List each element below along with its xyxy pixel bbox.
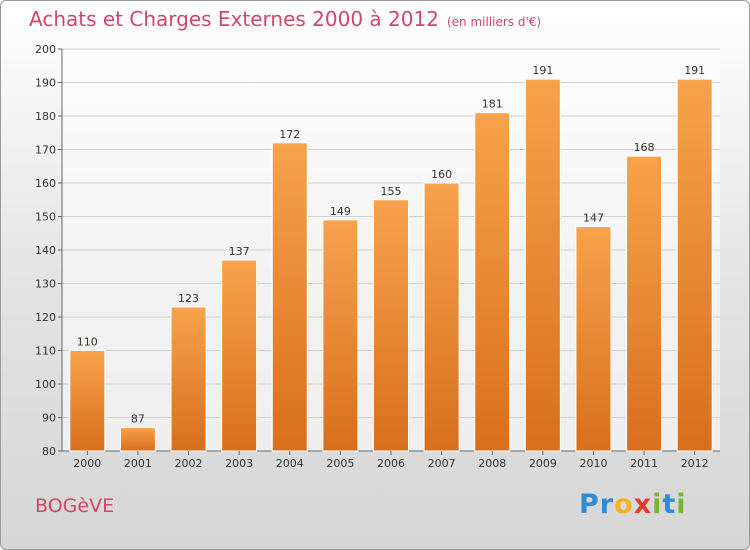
x-tick-label: 2005	[326, 457, 354, 470]
chart-subtitle: (en milliers d'€)	[446, 15, 542, 29]
bar	[474, 112, 511, 452]
x-tick-label: 2002	[175, 457, 203, 470]
logo-letter: o	[614, 489, 634, 520]
y-tick-label: 130	[35, 278, 56, 291]
chart-title: Achats et Charges Externes 2000 à 2012 (e…	[29, 7, 541, 31]
x-tick-label: 2010	[579, 457, 607, 470]
logo-letter: P	[579, 489, 600, 520]
bar	[69, 350, 106, 452]
city-name: BOGèVE	[35, 495, 115, 517]
data-label: 155	[381, 185, 402, 198]
proxiti-logo[interactable]: Proxiti	[579, 489, 687, 520]
data-label: 191	[684, 64, 705, 77]
data-label: 87	[131, 413, 145, 426]
bar	[119, 427, 156, 452]
bar	[423, 182, 460, 452]
title-text: Achats et Charges Externes 2000 à 2012	[29, 7, 439, 31]
x-tick-label: 2009	[529, 457, 557, 470]
y-tick-label: 100	[35, 378, 56, 391]
y-tick-label: 150	[35, 211, 56, 224]
bar	[575, 226, 612, 452]
x-tick-label: 2007	[428, 457, 456, 470]
bar	[373, 199, 409, 452]
y-tick-label: 90	[42, 412, 56, 425]
data-label: 172	[279, 128, 300, 141]
bar	[626, 155, 663, 452]
y-tick-label: 120	[35, 311, 56, 324]
y-tick-label: 200	[35, 43, 56, 56]
data-label: 137	[229, 245, 250, 258]
logo-letter: x	[633, 489, 653, 520]
data-label: 168	[634, 141, 655, 154]
logo-letter: i	[676, 489, 687, 520]
x-tick-label: 2001	[124, 457, 152, 470]
logo-letter: i	[652, 489, 663, 520]
x-tick-label: 2012	[681, 457, 709, 470]
data-label: 123	[178, 292, 199, 305]
y-tick-label: 160	[35, 177, 56, 190]
y-tick-label: 180	[35, 110, 56, 123]
y-tick-label: 170	[35, 144, 56, 157]
data-label: 181	[482, 98, 503, 111]
data-label: 147	[583, 212, 604, 225]
y-tick-label: 190	[35, 77, 56, 90]
data-label: 191	[532, 64, 553, 77]
bar	[271, 142, 308, 452]
bar	[322, 219, 359, 452]
logo-letter: r	[599, 489, 615, 520]
data-label: 149	[330, 205, 351, 218]
x-tick-label: 2000	[73, 457, 101, 470]
y-tick-label: 110	[35, 345, 56, 358]
bar	[524, 78, 561, 452]
y-tick-label: 80	[42, 445, 56, 458]
x-tick-label: 2003	[225, 457, 253, 470]
data-label: 110	[77, 336, 98, 349]
data-label: 160	[431, 168, 452, 181]
bar	[221, 259, 258, 452]
x-tick-label: 2004	[276, 457, 304, 470]
bar	[676, 78, 713, 452]
x-tick-label: 2006	[377, 457, 405, 470]
y-tick-label: 140	[35, 244, 56, 257]
x-tick-label: 2011	[630, 457, 658, 470]
x-tick-label: 2008	[478, 457, 506, 470]
bar	[170, 306, 207, 452]
logo-letter: t	[662, 489, 677, 520]
